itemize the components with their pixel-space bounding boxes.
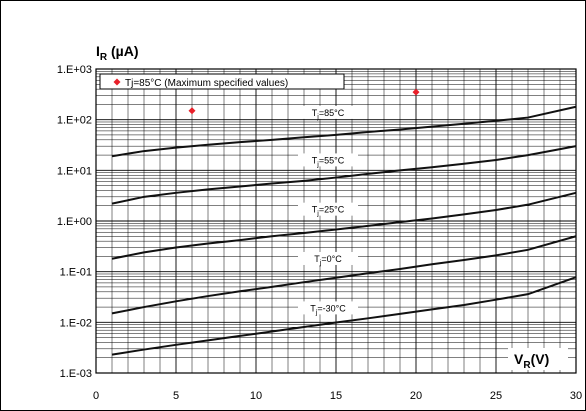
y-tick-label: 1.E+00 (57, 216, 92, 228)
y-tick-label: 1.E+01 (57, 165, 92, 177)
max-point (412, 88, 420, 96)
y-axis-label: IR (µA) (96, 43, 139, 63)
x-tick-label: 30 (570, 390, 582, 402)
max-points (188, 88, 420, 115)
legend-marker-icon (113, 78, 121, 86)
series-line-2 (111, 191, 577, 260)
x-axis-label-group: VR(V) (508, 348, 568, 371)
curve-labels: Tj=85°C Tj=55°C Tj=25°C Tj=0°C Tj=-30°C (298, 105, 358, 316)
curve-label-box (298, 251, 358, 265)
curve-label-1: Tj=55°C (312, 155, 345, 168)
x-tick-label: 20 (410, 390, 422, 402)
y-tick-label: 1.E+02 (57, 115, 92, 127)
x-tick-labels: 0 5 10 15 20 25 30 (93, 390, 582, 402)
x-tick-label: 25 (490, 390, 502, 402)
curves (111, 105, 577, 356)
x-axis-label-box (508, 348, 568, 370)
curve-label-2: Tj=25°C (312, 205, 345, 218)
y-tick-label: 1.E-01 (60, 267, 92, 279)
x-tick-label: 0 (93, 390, 99, 402)
max-point (188, 107, 196, 115)
y-tick-label: 1.E-02 (60, 317, 92, 329)
series-line-1 (111, 145, 577, 205)
plot-border (95, 68, 577, 374)
curve-label-box (298, 153, 358, 167)
curve-label-box (298, 202, 358, 216)
series-line-4 (111, 276, 577, 356)
series-line-0 (111, 105, 577, 158)
curve-label-box (298, 301, 358, 315)
legend: Tj=85°C (Maximum specified values) (99, 73, 345, 90)
x-tick-label: 15 (330, 390, 342, 402)
legend-box (99, 73, 345, 90)
y-tick-label: 1.E+03 (57, 64, 92, 76)
y-tick-label: 1.E-03 (60, 368, 92, 380)
x-tick-label: 5 (173, 390, 179, 402)
series-line-3 (111, 235, 577, 315)
curve-label-0: Tj=85°C (312, 108, 345, 121)
x-tick-label: 10 (250, 390, 262, 402)
x-axis-label: VR(V) (514, 351, 549, 371)
curve-label-box (298, 105, 358, 119)
curve-label-3: Tj=0°C (314, 254, 342, 267)
y-tick-labels: 1.E+03 1.E+02 1.E+01 1.E+00 1.E-01 1.E-02 1.E-… (57, 64, 92, 380)
legend-label: Tj=85°C (Maximum specified values) (125, 78, 288, 89)
curve-label-4: Tj=-30°C (310, 303, 346, 316)
